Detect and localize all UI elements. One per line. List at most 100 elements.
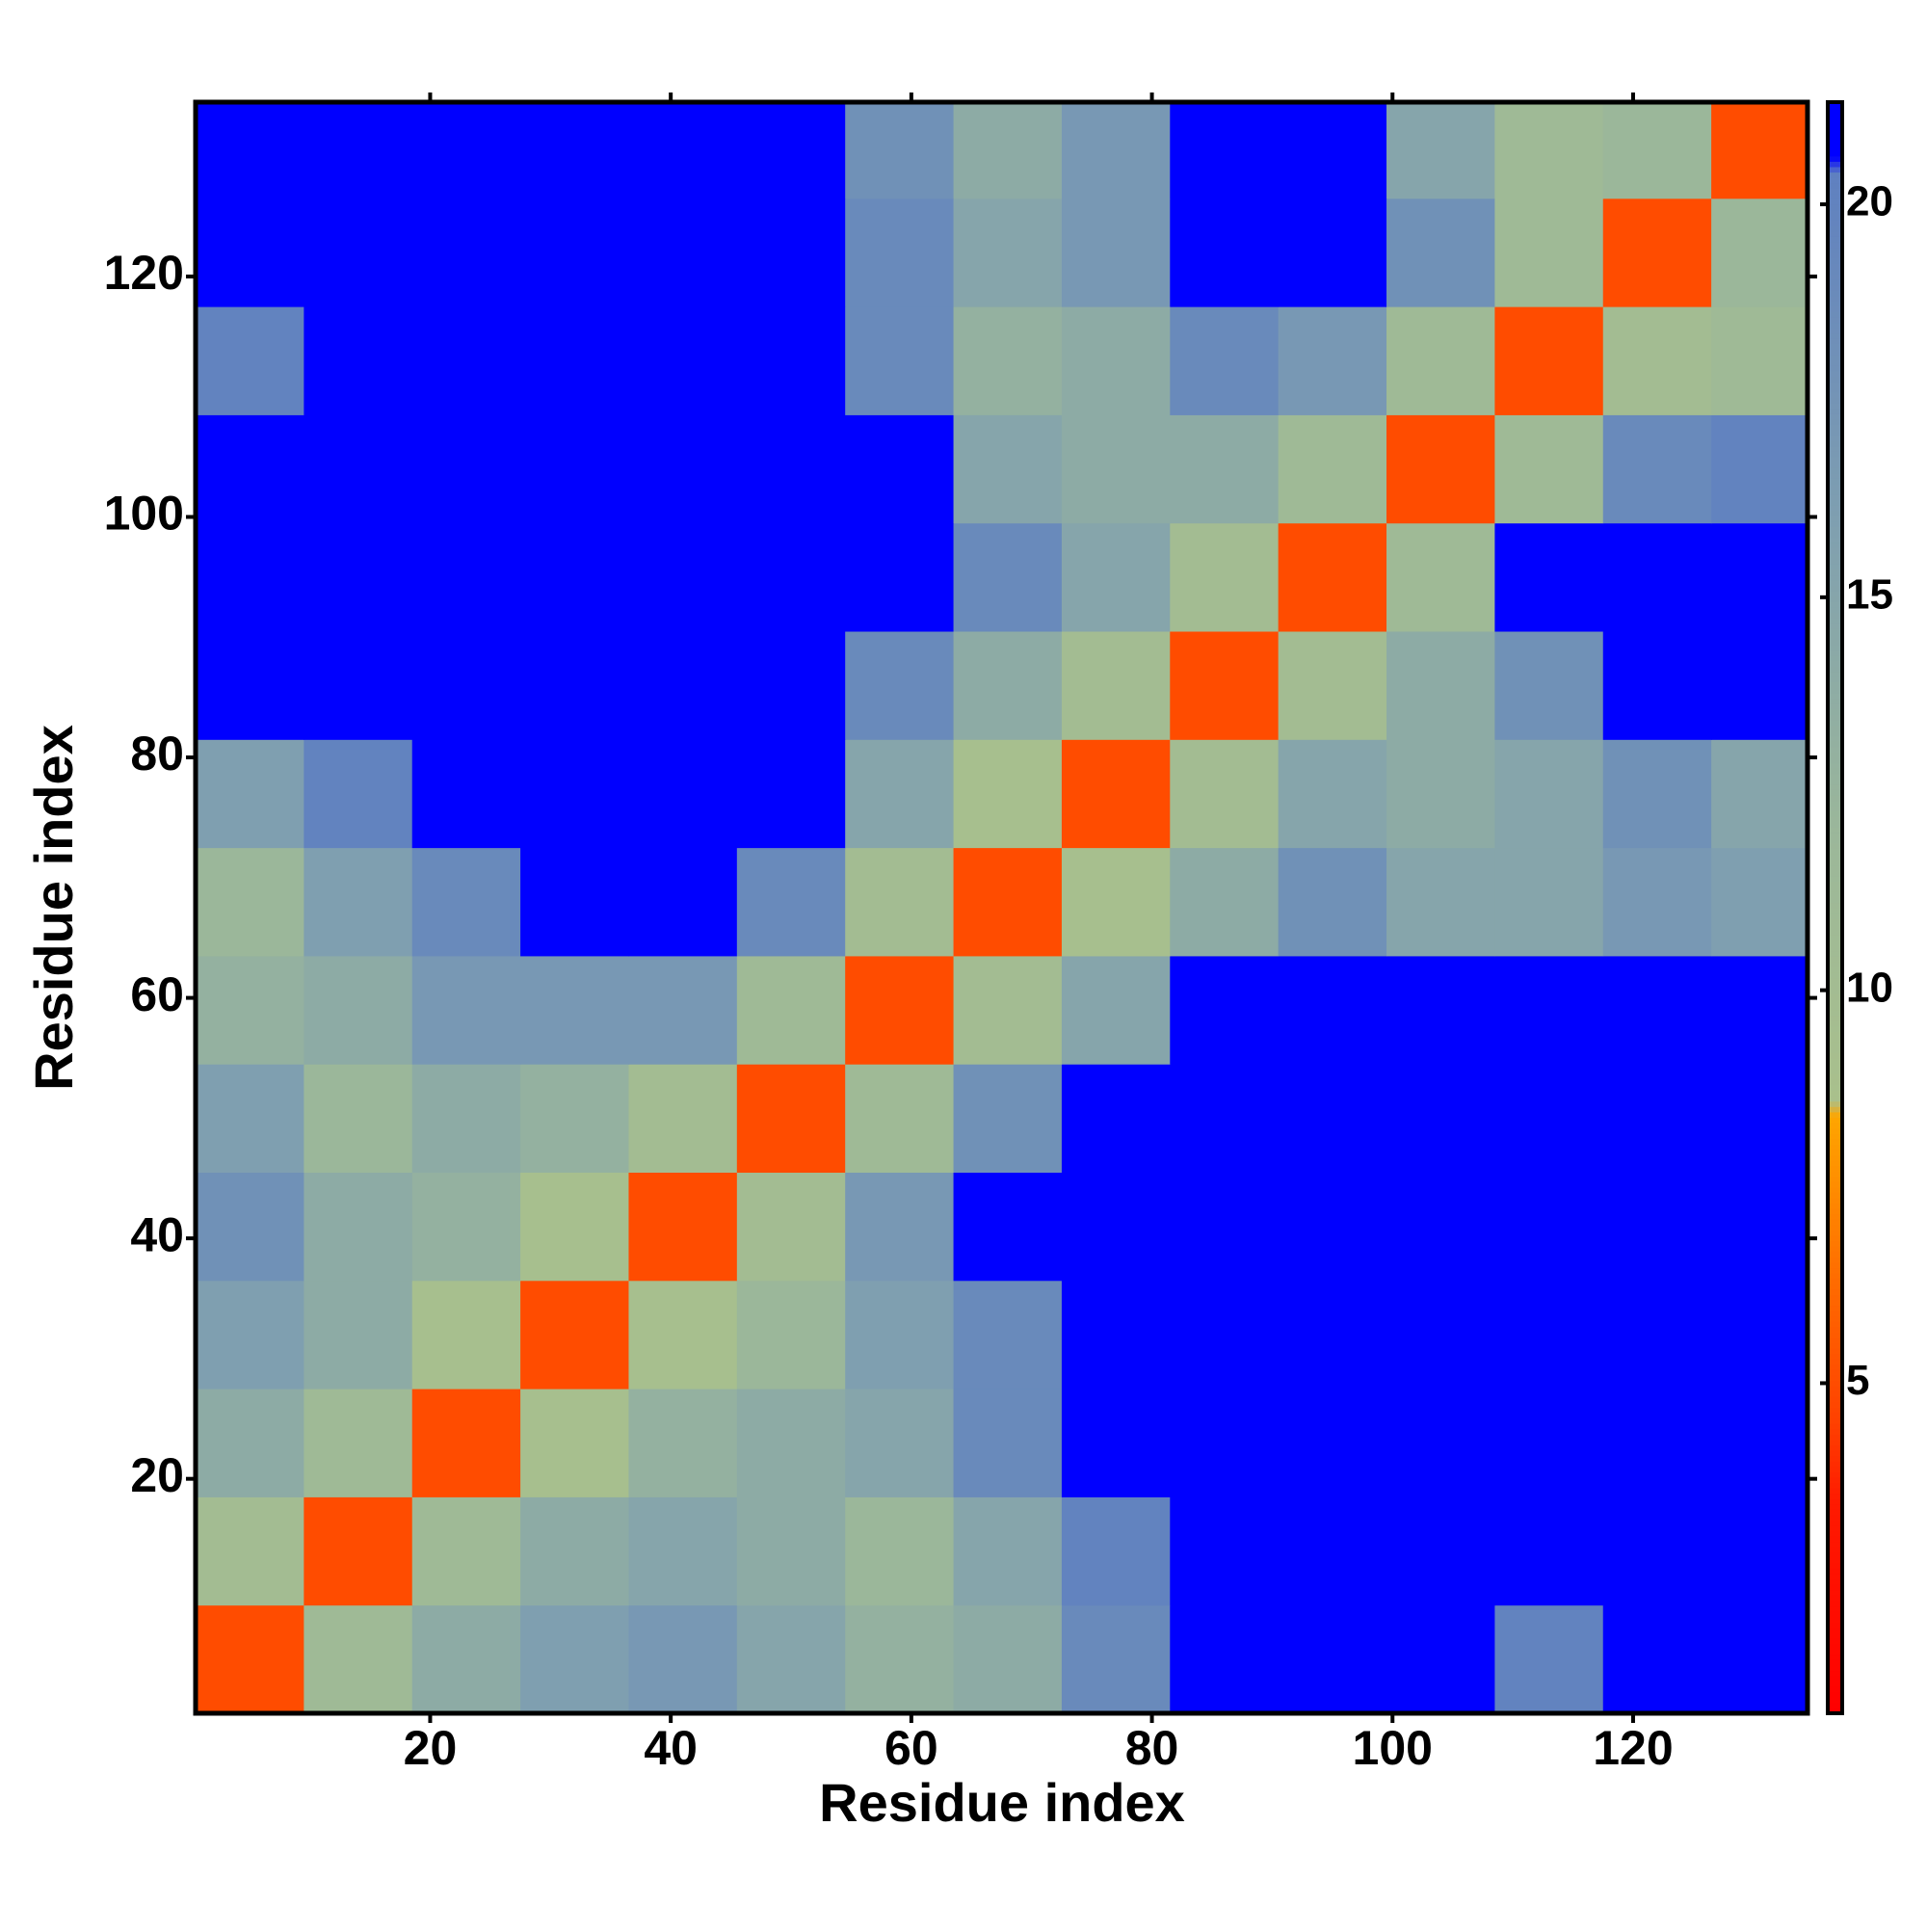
colorbar-segment [1828, 1046, 1842, 1054]
colorbar-segment [1828, 1278, 1842, 1284]
colorbar-segment [1828, 145, 1842, 151]
colorbar-segment [1828, 429, 1842, 437]
colorbar-segment [1828, 1025, 1842, 1032]
heatmap-cell [196, 522, 304, 632]
heatmap-cell [196, 847, 304, 957]
heatmap-cell [845, 955, 955, 1065]
colorbar-segment [1828, 1171, 1842, 1178]
colorbar-segment [1828, 220, 1842, 226]
heatmap-cell [1494, 102, 1604, 199]
heatmap-cell [1170, 102, 1280, 199]
colorbar-segment [1828, 940, 1842, 946]
heatmap-cell [845, 1389, 955, 1497]
heatmap-cell [1711, 739, 1808, 849]
heatmap-cell [1711, 955, 1808, 1065]
colorbar-segment [1828, 929, 1842, 936]
heatmap-cell [953, 1172, 1063, 1282]
colorbar-segment [1828, 1192, 1842, 1199]
heatmap-cell [953, 1496, 1063, 1606]
colorbar-segment [1828, 1315, 1842, 1322]
heatmap-cell [304, 414, 413, 524]
colorbar-segment [1828, 1004, 1842, 1011]
colorbar-segment [1828, 403, 1842, 410]
heatmap-cell [411, 631, 521, 740]
colorbar-segment [1828, 800, 1842, 807]
heatmap-cell [520, 1280, 629, 1389]
colorbar-segment [1828, 1230, 1842, 1236]
heatmap-cell [953, 847, 1063, 957]
colorbar-segment [1828, 660, 1842, 667]
heatmap-cell [1278, 739, 1387, 849]
heatmap-cell [1061, 414, 1171, 524]
heatmap-cell [1386, 847, 1495, 957]
colorbar-segment [1828, 161, 1842, 168]
heatmap-cell [1061, 1172, 1171, 1282]
heatmap-cell [196, 1389, 304, 1497]
heatmap-cell [1278, 631, 1387, 740]
colorbar-segment [1828, 113, 1842, 119]
colorbar-segment [1828, 1664, 1842, 1672]
colorbar-segment [1828, 1219, 1842, 1226]
heatmap-cell [628, 631, 738, 740]
colorbar-segment [1828, 779, 1842, 785]
heatmap-cell [520, 955, 629, 1065]
heatmap-cell [845, 198, 955, 307]
heatmap-cell [1602, 847, 1712, 957]
colorbar-segment [1828, 1654, 1842, 1660]
colorbar-segment [1828, 198, 1842, 205]
heatmap-cell [1061, 102, 1171, 199]
colorbar-segment [1828, 381, 1842, 387]
heatmap-cell [628, 522, 738, 632]
colorbar-segment [1828, 547, 1842, 554]
heatmap-cell [845, 1280, 955, 1389]
colorbar-tick-label: 10 [1846, 964, 1893, 1011]
colorbar-segment [1828, 1697, 1842, 1704]
heatmap-cell [845, 1496, 955, 1606]
y-tick-label: 120 [104, 246, 184, 300]
heatmap-cell [520, 1496, 629, 1606]
colorbar-segment [1828, 1234, 1842, 1242]
heatmap-cell [1494, 1389, 1604, 1497]
colorbar-segment [1828, 1702, 1842, 1709]
colorbar-segment [1828, 1503, 1842, 1510]
colorbar-segment [1828, 520, 1842, 527]
colorbar-segment [1828, 478, 1842, 485]
colorbar-segment [1828, 961, 1842, 967]
colorbar-segment [1828, 1133, 1842, 1140]
colorbar-segment [1828, 601, 1842, 608]
colorbar-segment [1828, 896, 1842, 904]
heatmap-cell [1711, 631, 1808, 740]
heatmap-cell [736, 306, 846, 415]
colorbar-segment [1828, 526, 1842, 533]
heatmap-cell [520, 306, 629, 415]
heatmap-cell [953, 1280, 1063, 1389]
heatmap-cell [411, 102, 521, 199]
colorbar-segment [1828, 1578, 1842, 1585]
heatmap-cell [520, 1172, 629, 1282]
heatmap-cell [304, 198, 413, 307]
x-tick-label: 40 [644, 1721, 698, 1775]
colorbar-segment [1828, 274, 1842, 280]
colorbar-segment [1828, 649, 1842, 656]
heatmap-cell [628, 1389, 738, 1497]
colorbar-segment [1828, 1423, 1842, 1430]
heatmap-cell [628, 955, 738, 1065]
heatmap-cell [953, 102, 1063, 199]
heatmap-cell [1602, 739, 1712, 849]
colorbar-segment [1828, 1186, 1842, 1193]
heatmap-cell [953, 1064, 1063, 1174]
colorbar-segment [1828, 252, 1842, 259]
colorbar-segment [1828, 945, 1842, 952]
heatmap-cell [196, 1064, 304, 1174]
heatmap-cell [1602, 1172, 1712, 1282]
colorbar-segment [1828, 241, 1842, 249]
heatmap-cell [1170, 1389, 1280, 1497]
heatmap-cell [1494, 414, 1604, 524]
colorbar-segment [1828, 1707, 1842, 1714]
heatmap-cell [845, 739, 955, 849]
heatmap-cell [1386, 1496, 1495, 1606]
colorbar-segment [1828, 215, 1842, 222]
heatmap-cell [304, 522, 413, 632]
heatmap-cell [1494, 1604, 1604, 1713]
